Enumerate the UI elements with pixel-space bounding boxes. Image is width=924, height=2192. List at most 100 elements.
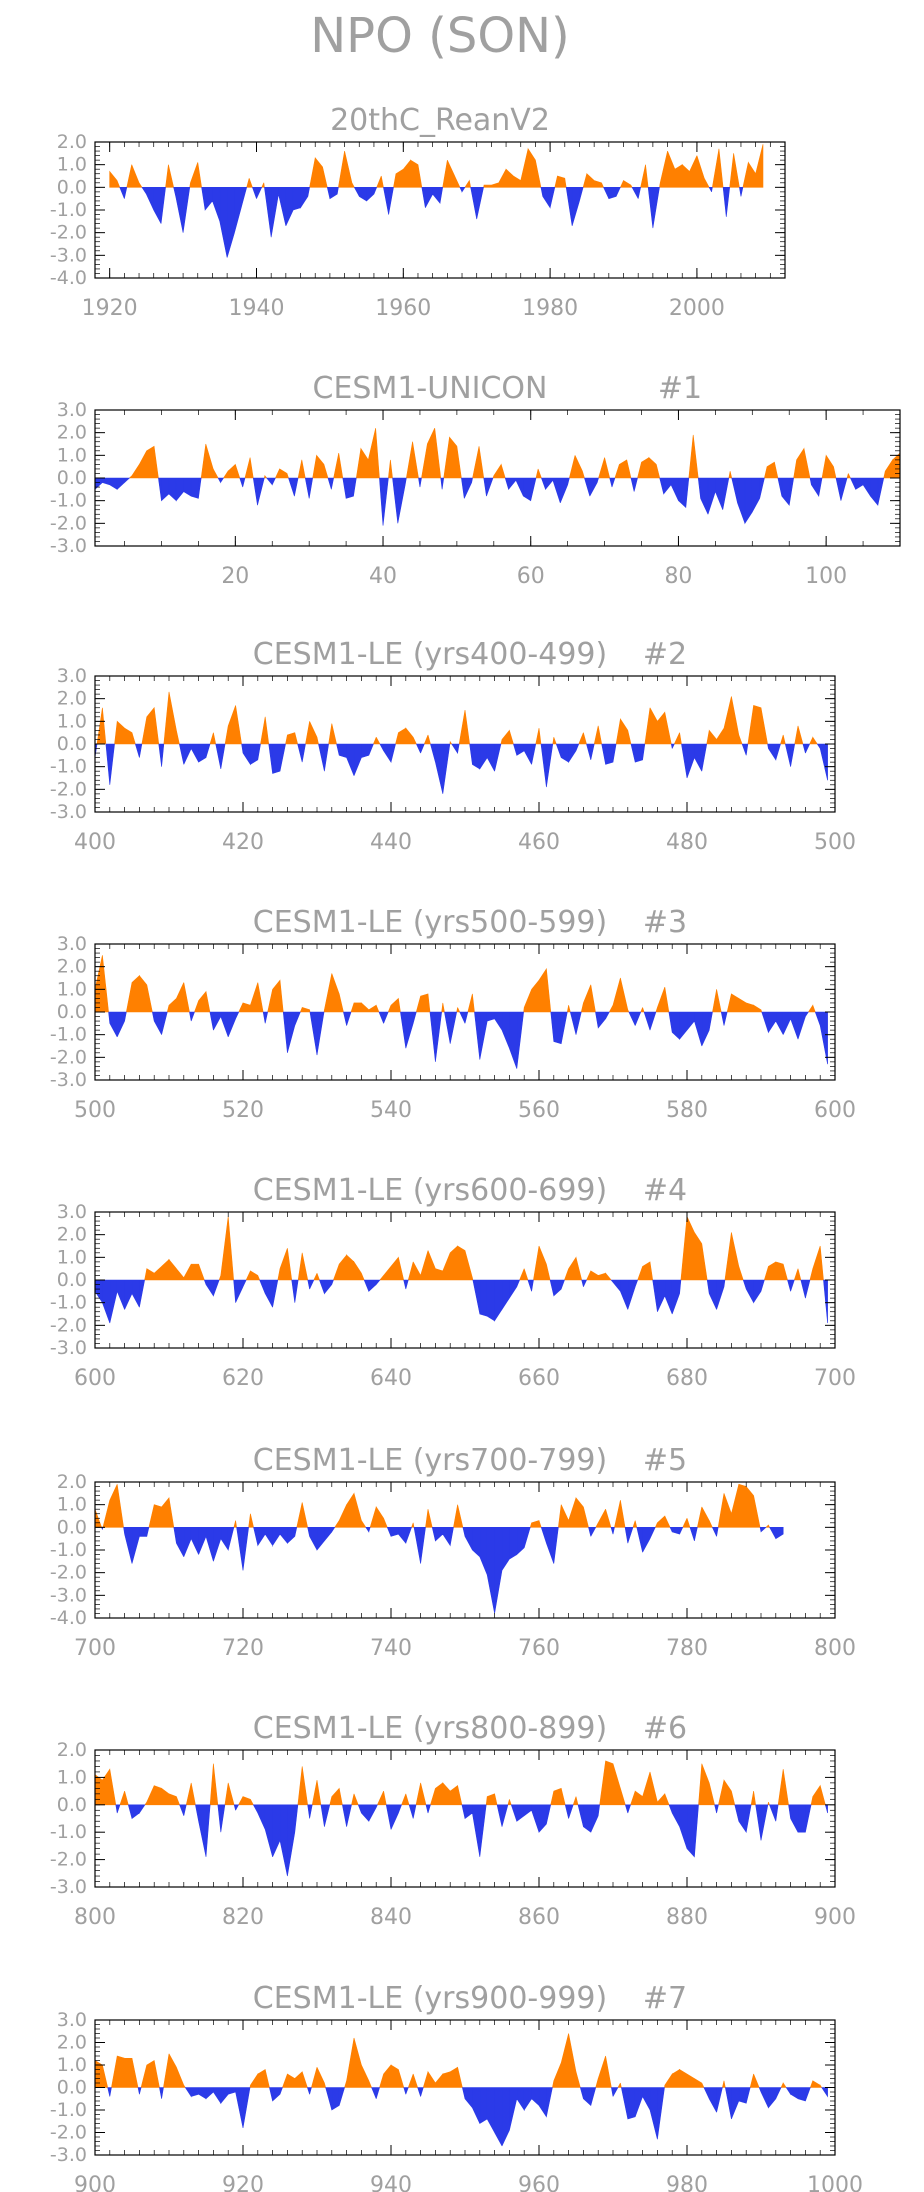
- y-tick-label: 2.0: [57, 1739, 87, 1761]
- y-tick-label: 2.0: [57, 1224, 87, 1246]
- x-tick-label: 600: [74, 1366, 116, 1391]
- x-tick-label: 480: [666, 830, 708, 855]
- y-tick-label: -3.0: [50, 2144, 87, 2166]
- x-tick-label: 580: [666, 1098, 708, 1123]
- y-tick-label: -1.0: [50, 1821, 87, 1843]
- y-tick-label: 0.0: [57, 1269, 87, 1291]
- x-tick-label: 2000: [669, 296, 725, 321]
- x-tick-label: 420: [222, 830, 264, 855]
- y-tick-label: 0.0: [57, 1001, 87, 1023]
- negative-area-3: [108, 1011, 828, 1069]
- x-tick-label: 800: [74, 1905, 116, 1930]
- y-tick-label: -3.0: [50, 1069, 87, 1091]
- y-tick-label: -1.0: [50, 1292, 87, 1314]
- y-tick-label: 0.0: [57, 2077, 87, 2099]
- x-tick-label: 1980: [522, 296, 578, 321]
- x-tick-label: 1960: [375, 296, 431, 321]
- y-tick-label: -2.0: [50, 1046, 87, 1068]
- x-tick-label: 80: [664, 564, 692, 589]
- y-tick-label: -3.0: [50, 1337, 87, 1359]
- x-tick-label: 500: [74, 1098, 116, 1123]
- y-tick-label: 2.0: [57, 422, 87, 444]
- x-tick-label: 40: [369, 564, 397, 589]
- y-tick-label: 3.0: [57, 1201, 87, 1223]
- y-tick-label: -2.0: [50, 512, 87, 534]
- y-tick-label: 1.0: [57, 154, 87, 176]
- y-tick-label: -4.0: [50, 1607, 87, 1629]
- x-tick-label: 980: [666, 2173, 708, 2192]
- negative-area-7: [107, 2087, 828, 2147]
- y-tick-label: 1.0: [57, 710, 87, 732]
- y-tick-label: 1.0: [57, 2054, 87, 2076]
- x-tick-label: 460: [518, 830, 560, 855]
- panel-label-5: #5: [643, 1443, 687, 1478]
- y-tick-label: -1.0: [50, 1024, 87, 1046]
- x-tick-label: 860: [518, 1905, 560, 1930]
- y-tick-label: -1.0: [50, 2099, 87, 2121]
- y-tick-label: 0.0: [57, 467, 87, 489]
- panel-title-7: CESM1-LE (yrs900-999): [253, 1981, 607, 2016]
- x-tick-label: 820: [222, 1905, 264, 1930]
- plot-area-0: [109, 144, 764, 258]
- y-tick-label: -3.0: [50, 801, 87, 823]
- x-tick-label: 60: [517, 564, 545, 589]
- positive-area-6: [95, 1760, 826, 1806]
- negative-area-0: [119, 187, 744, 258]
- y-tick-label: 2.0: [57, 131, 87, 153]
- negative-area-4: [95, 1279, 828, 1324]
- panel-6: 2.0 1.0 0.0 -1.0 -2.0 -3.0 800 820 840 860 880 900 C…: [50, 1711, 856, 1930]
- y-tick-label: -2.0: [50, 2122, 87, 2144]
- positive-area-2: [96, 691, 818, 745]
- x-tick-label: 440: [370, 830, 412, 855]
- plot-area-7: [95, 2033, 828, 2147]
- y-tick-label: 3.0: [57, 665, 87, 687]
- panel-2: 3.02.01.00.0-1.0-2.0-3.0 400 420 440 460 480 5…: [50, 637, 856, 855]
- x-tick-label: 720: [222, 1636, 264, 1661]
- positive-area-4: [144, 1216, 824, 1281]
- x-tick-label: 840: [370, 1905, 412, 1930]
- y-tick-label: -3.0: [50, 535, 87, 557]
- y-tick-label: 1.0: [57, 444, 87, 466]
- y-tick-label: 1.0: [57, 978, 87, 1000]
- y-tick-label: -2.0: [50, 1849, 87, 1871]
- x-tick-label: 960: [518, 2173, 560, 2192]
- x-tick-label: 100: [805, 564, 847, 589]
- y-tick-label: -1.0: [50, 1539, 87, 1561]
- y-tick-label: -3.0: [50, 1876, 87, 1898]
- panel-title-5: CESM1-LE (yrs700-799): [253, 1443, 607, 1478]
- y-tick-label: 2.0: [57, 688, 87, 710]
- positive-area-7: [95, 2033, 823, 2088]
- x-tick-label: 520: [222, 1098, 264, 1123]
- x-tick-label: 740: [370, 1636, 412, 1661]
- y-tick-label: -4.0: [50, 267, 87, 289]
- plot-area-4: [95, 1216, 828, 1324]
- x-tick-label: 900: [814, 1905, 856, 1930]
- x-tick-label: 600: [814, 1098, 856, 1123]
- y-tick-label: 3.0: [57, 399, 87, 421]
- x-tick-label: 780: [666, 1636, 708, 1661]
- y-tick-label: -2.0: [50, 1562, 87, 1584]
- y-tick-label: 1.0: [57, 1246, 87, 1268]
- x-tick-label: 1920: [82, 296, 138, 321]
- y-tick-label: 3.0: [57, 2009, 87, 2031]
- x-tick-label: 660: [518, 1366, 560, 1391]
- y-tick-label: 2.0: [57, 2032, 87, 2054]
- x-tick-label: 640: [370, 1366, 412, 1391]
- panel-1: 3.02.01.00.0-1.0-2.0-3.0 20 40 60 80 100 CESM1…: [50, 371, 901, 589]
- y-tick-label: 0.0: [57, 1794, 87, 1816]
- negative-area-2: [95, 743, 828, 794]
- figure-title: NPO (SON): [310, 8, 570, 64]
- negative-area-5: [101, 1527, 784, 1614]
- y-tick-label: 2.0: [57, 1471, 87, 1493]
- y-tick-label: 2.0: [57, 956, 87, 978]
- positive-area-5: [95, 1483, 771, 1528]
- plot-area-5: [95, 1483, 784, 1614]
- panel-title-4: CESM1-LE (yrs600-699): [253, 1173, 607, 1208]
- y-tick-label: 0.0: [57, 1516, 87, 1538]
- panel-5: 2.01.00.0-1.0-2.0-3.0-4.0 700 720 740 760 780…: [50, 1443, 856, 1661]
- x-tick-label: 540: [370, 1098, 412, 1123]
- y-tick-label: 1.0: [57, 1766, 87, 1788]
- positive-area-1: [128, 428, 900, 479]
- panel-3: 3.02.01.00.0-1.0-2.0-3.0 500 520 540 560 580 6…: [50, 905, 856, 1123]
